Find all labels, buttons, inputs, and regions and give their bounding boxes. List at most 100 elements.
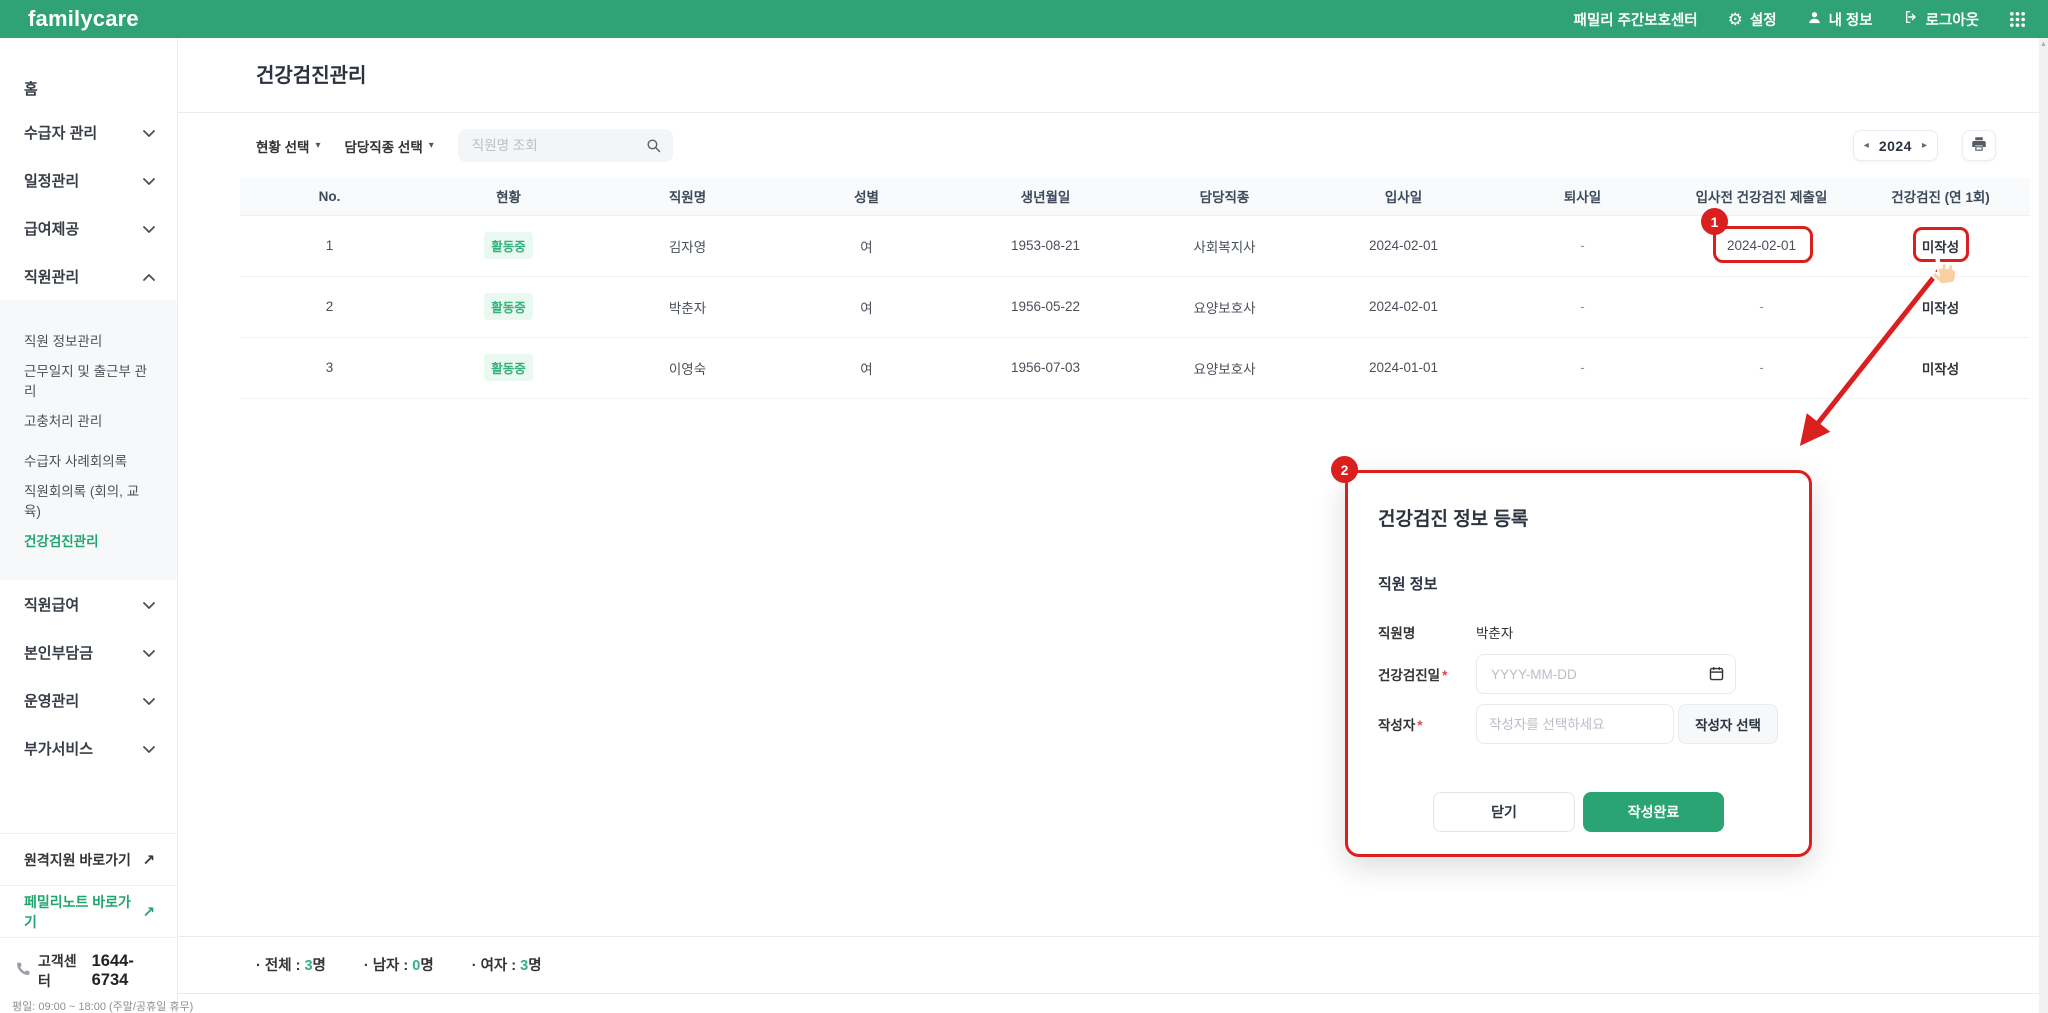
- logout-button[interactable]: 로그아웃: [1903, 9, 1979, 30]
- facility-name[interactable]: 패밀리 주간보호센터: [1574, 9, 1698, 30]
- close-button[interactable]: 닫기: [1433, 792, 1575, 832]
- cell-status: 활동중: [419, 337, 598, 399]
- cell-job: 요양보호사: [1135, 337, 1314, 399]
- job-filter-select[interactable]: 담당직종 선택 ▾: [344, 136, 433, 156]
- external-link-icon: ↗: [142, 903, 155, 921]
- col-join-date: 입사일: [1314, 178, 1493, 216]
- logout-icon: [1903, 9, 1919, 29]
- app-grid-icon[interactable]: [2009, 11, 2026, 28]
- sidebar: 홈 수급자 관리 일정관리 급여제공 직원관리 직원 정보관리 근무일지 및 출…: [0, 38, 194, 1013]
- summary-total-count: 3: [304, 958, 313, 974]
- status-badge: 활동중: [484, 293, 533, 320]
- writer-label: 작성자 *: [1378, 718, 1423, 733]
- employee-search: [457, 129, 673, 162]
- prev-year-button[interactable]: ◂: [1863, 140, 1869, 151]
- year-navigator: ◂ 2024 ▸: [1852, 130, 1938, 161]
- sidebar-item-label: 홈: [24, 80, 38, 98]
- sidebar-subitem-staff-meeting[interactable]: 직원회의록 (회의, 교육): [24, 484, 140, 519]
- chevron-up-icon: [143, 268, 155, 285]
- employee-name-label: 직원명: [1378, 626, 1416, 641]
- top-header: familycare 패밀리 주간보호센터 ⚙ 설정 내 정보 로그아웃: [0, 0, 2048, 38]
- sidebar-item-label: 일정관리: [24, 172, 80, 190]
- cell-annual-checkup[interactable]: 미작성: [1851, 337, 2030, 399]
- col-birth: 생년월일: [956, 178, 1135, 216]
- col-status: 현황: [419, 178, 598, 216]
- cell-leave-date: -: [1493, 276, 1672, 338]
- cell-status: 활동중: [419, 215, 598, 277]
- sidebar-subitem-grievance[interactable]: 고충처리 관리: [24, 414, 103, 429]
- main-content: 건강검진관리 현황 선택 ▾ 담당직종 선택 ▾ ◂ 2024 ▸: [178, 38, 2048, 1013]
- sidebar-subitem-worklog[interactable]: 근무일지 및 출근부 관리: [24, 364, 148, 399]
- table-header-row: No. 현황 직원명 성별 생년월일 담당직종 입사일 퇴사일 입사전 건강검진…: [240, 178, 2030, 216]
- shortcut-label: 원격지원 바로가기: [24, 851, 131, 868]
- checkup-date-label: 건강검진일 *: [1378, 668, 1448, 683]
- cell-annual-checkup[interactable]: 미작성: [1851, 276, 2030, 338]
- sidebar-item-recipients[interactable]: 수급자 관리: [0, 108, 177, 156]
- sidebar-item-schedule[interactable]: 일정관리: [0, 156, 177, 204]
- sidebar-item-label: 운영관리: [24, 692, 80, 710]
- checkup-date-input[interactable]: [1476, 654, 1736, 694]
- shortcut-label: 페밀리노트 바로가기: [24, 893, 131, 930]
- search-icon[interactable]: [645, 137, 662, 159]
- sidebar-item-copayment[interactable]: 본인부담금: [0, 628, 177, 676]
- cell-gender: 여: [777, 215, 956, 277]
- sidebar-subitem-case-meeting[interactable]: 수급자 사례회의록: [24, 454, 128, 469]
- scrollbar-up-icon[interactable]: ▲: [2040, 41, 2047, 48]
- cell-no: 1: [240, 215, 419, 277]
- sidebar-item-extra-services[interactable]: 부가서비스: [0, 724, 177, 772]
- user-icon: [1807, 10, 1822, 29]
- submit-button[interactable]: 작성완료: [1583, 792, 1724, 832]
- writer-select-button[interactable]: 작성자 선택: [1678, 704, 1778, 744]
- print-button[interactable]: [1962, 130, 1996, 161]
- sidebar-item-label: 부가서비스: [24, 740, 94, 758]
- remote-support-link[interactable]: 원격지원 바로가기 ↗: [0, 833, 177, 885]
- my-info-button[interactable]: 내 정보: [1807, 9, 1873, 30]
- sidebar-item-payroll[interactable]: 직원급여: [0, 580, 177, 628]
- summary-male-count: 0: [412, 958, 421, 974]
- top-header-actions: 패밀리 주간보호센터 ⚙ 설정 내 정보 로그아웃: [1574, 9, 2026, 30]
- scrollbar[interactable]: ▲: [2039, 38, 2048, 1013]
- table-row: 2 활동중 박춘자 여 1956-05-22 요양보호사 2024-02-01 …: [240, 276, 2030, 338]
- status-badge: 활동중: [484, 354, 533, 381]
- summary-total: · 전체 : 3명: [256, 958, 326, 974]
- cell-annual-checkup[interactable]: 미작성: [1851, 215, 2030, 277]
- sidebar-item-operations[interactable]: 운영관리: [0, 676, 177, 724]
- sidebar-item-staff-management[interactable]: 직원관리: [0, 252, 177, 300]
- sidebar-item-home[interactable]: 홈: [0, 68, 177, 108]
- app-logo: familycare: [28, 6, 139, 31]
- cell-status: 활동중: [419, 276, 598, 338]
- sidebar-subitem-staff-info[interactable]: 직원 정보관리: [24, 334, 103, 349]
- health-checkup-table: No. 현황 직원명 성별 생년월일 담당직종 입사일 퇴사일 입사전 건강검진…: [240, 178, 2030, 399]
- col-name: 직원명: [598, 178, 777, 216]
- phone-icon: [16, 961, 31, 981]
- summary-male: · 남자 : 0명: [363, 958, 434, 974]
- employee-search-input[interactable]: [457, 129, 673, 162]
- customer-center-hours: 평일: 09:00 ~ 18:00 (주말/공휴일 휴무): [12, 1001, 194, 1013]
- year-value: 2024: [1878, 137, 1912, 154]
- sidebar-item-benefits[interactable]: 급여제공: [0, 204, 177, 252]
- caret-down-icon: ▾: [315, 140, 321, 151]
- table-row: 3 활동중 이영숙 여 1956-07-03 요양보호사 2024-01-01 …: [240, 337, 2030, 399]
- gear-icon: ⚙: [1727, 9, 1743, 29]
- calendar-icon[interactable]: [1708, 665, 1725, 687]
- writer-input[interactable]: [1476, 704, 1674, 744]
- chevron-down-icon: [143, 220, 155, 237]
- chevron-down-icon: [143, 644, 155, 661]
- health-checkup-register-modal: 2 건강검진 정보 등록 직원 정보 직원명 박춘자 건강검진일* 작성자* 작…: [1331, 456, 1812, 857]
- cell-join-date: 2024-02-01: [1314, 276, 1493, 338]
- sidebar-subitem-health-checkup[interactable]: 건강검진관리: [24, 534, 99, 549]
- familynote-link[interactable]: 페밀리노트 바로가기 ↗: [0, 885, 177, 937]
- summary-female: · 여자 : 3명: [471, 958, 542, 974]
- next-year-button[interactable]: ▸: [1921, 140, 1927, 151]
- sidebar-item-label: 수급자 관리: [24, 124, 98, 142]
- required-mark: *: [1442, 668, 1448, 683]
- table-row: 1 활동중 김자영 여 1953-08-21 사회복지사 2024-02-01 …: [240, 215, 2030, 277]
- cell-birth: 1956-07-03: [956, 337, 1135, 399]
- settings-button[interactable]: ⚙ 설정: [1728, 9, 1777, 30]
- cell-name: 김자영: [598, 215, 777, 277]
- chevron-down-icon: [143, 692, 155, 709]
- status-filter-label: 현황 선택: [256, 139, 310, 155]
- cell-name: 이영숙: [598, 337, 777, 399]
- annotation-step-1-badge: 1: [1701, 208, 1728, 235]
- status-filter-select[interactable]: 현황 선택 ▾: [256, 136, 320, 156]
